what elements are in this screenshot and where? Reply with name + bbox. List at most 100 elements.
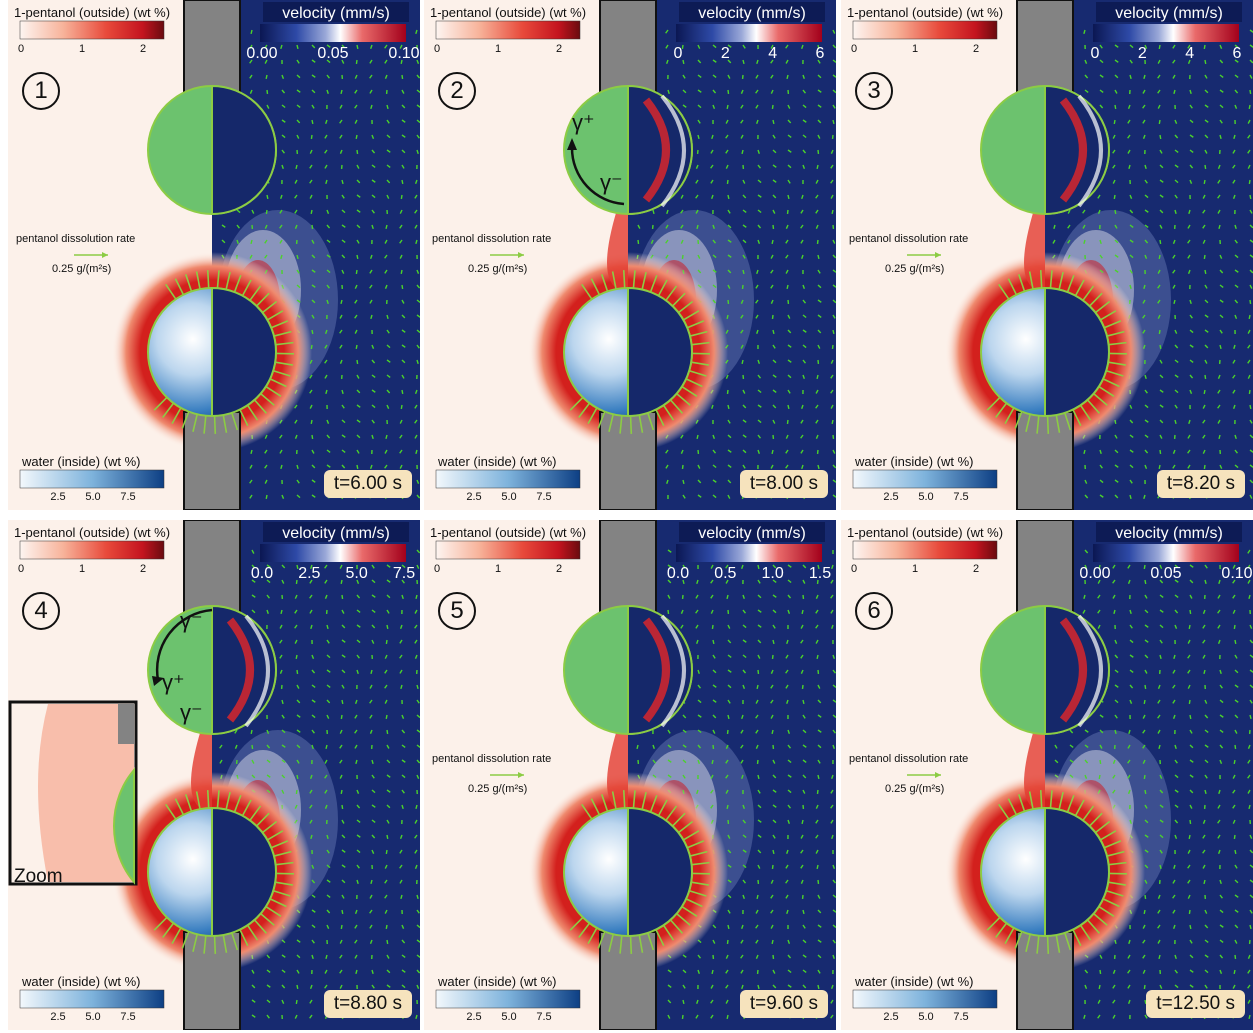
pentanol-plume bbox=[607, 200, 628, 290]
upper-wall bbox=[599, 0, 657, 97]
pentanol-colorbar-title: 1-pentanol (outside) (wt %) bbox=[14, 525, 170, 540]
water-colorbar bbox=[19, 469, 165, 489]
pentanol-tick: 1 bbox=[495, 43, 501, 55]
gamma-plus-label: γ⁺ bbox=[572, 110, 595, 135]
lower-wall bbox=[1016, 931, 1074, 1030]
water-tick: 2.5 bbox=[883, 491, 898, 503]
marangoni-band bbox=[660, 94, 686, 208]
rate-value: 0.25 g/(m²s) bbox=[468, 783, 527, 795]
velocity-colorbar bbox=[1093, 544, 1239, 562]
water-colorbar bbox=[435, 989, 581, 1009]
water-tick: 5.0 bbox=[85, 1011, 100, 1023]
rate-title: pentanol dissolution rate bbox=[849, 753, 968, 765]
velocity-tick: 0.00 bbox=[1079, 565, 1110, 582]
velocity-tick: 4 bbox=[768, 45, 777, 62]
upper-wall bbox=[1016, 520, 1074, 617]
velocity-tick: 6 bbox=[1233, 45, 1242, 62]
water-tick: 5.0 bbox=[918, 491, 933, 503]
upper-wall bbox=[599, 520, 657, 617]
water-colorbar bbox=[852, 469, 998, 489]
rate-value: 0.25 g/(m²s) bbox=[468, 263, 527, 275]
velocity-tick: 0.10 bbox=[388, 45, 419, 62]
time-label: t=6.00 s bbox=[323, 470, 412, 498]
velocity-tick: 5.0 bbox=[346, 565, 368, 582]
panel-1: 1-pentanol (outside) (wt %) 0 1 2 velocity (… bbox=[8, 0, 420, 510]
velocity-colorbar bbox=[260, 24, 406, 42]
pentanol-tick: 2 bbox=[140, 43, 146, 55]
velocity-colorbar-title: velocity (mm/s) bbox=[282, 525, 390, 542]
velocity-tick: 2 bbox=[721, 45, 730, 62]
upper-wall bbox=[1016, 0, 1074, 97]
lower-wall bbox=[1016, 411, 1074, 510]
velocity-tick: 2.5 bbox=[298, 565, 320, 582]
marangoni-band bbox=[226, 617, 254, 723]
velocity-colorbar-title: velocity (mm/s) bbox=[1115, 5, 1223, 22]
water-tick: 7.5 bbox=[953, 1011, 968, 1023]
lower-droplet-velocity-half bbox=[211, 806, 277, 938]
rate-title: pentanol dissolution rate bbox=[432, 233, 551, 245]
pentanol-colorbar bbox=[19, 20, 165, 40]
gamma-minus-label: γ⁻ bbox=[180, 700, 203, 725]
pentanol-colorbar bbox=[852, 540, 998, 560]
velocity-tick: 0.05 bbox=[317, 45, 348, 62]
marangoni-band bbox=[642, 617, 670, 723]
velocity-colorbar bbox=[260, 544, 406, 562]
panel-6: 1-pentanol (outside) (wt %) 0 1 2 velocity (… bbox=[841, 520, 1253, 1030]
pentanol-tick: 1 bbox=[79, 563, 85, 575]
rate-title: pentanol dissolution rate bbox=[432, 753, 551, 765]
water-tick: 5.0 bbox=[918, 1011, 933, 1023]
water-tick: 5.0 bbox=[501, 491, 516, 503]
panel-2: 1-pentanol (outside) (wt %) 0 1 2 velocity (… bbox=[424, 0, 836, 510]
panel-number-badge: 3 bbox=[855, 72, 893, 110]
velocity-tick: 0.0 bbox=[667, 565, 689, 582]
water-tick: 2.5 bbox=[50, 491, 65, 503]
dissolution-arrows bbox=[153, 790, 294, 954]
panel-plot: 1-pentanol (outside) (wt %) 0 1 2 velocity (… bbox=[424, 0, 836, 510]
lower-wall bbox=[599, 411, 657, 510]
water-colorbar bbox=[852, 989, 998, 1009]
lower-droplet-velocity-half bbox=[627, 806, 693, 938]
velocity-colorbar bbox=[1093, 24, 1239, 42]
velocity-tick: 0 bbox=[674, 45, 683, 62]
marangoni-band bbox=[660, 614, 686, 728]
zoom-label: Zoom bbox=[14, 866, 63, 887]
velocity-colorbar-title: velocity (mm/s) bbox=[282, 5, 390, 22]
water-tick: 7.5 bbox=[120, 1011, 135, 1023]
marangoni-band bbox=[1059, 97, 1087, 203]
water-tick: 2.5 bbox=[466, 1011, 481, 1023]
velocity-tick: 6 bbox=[816, 45, 825, 62]
panel-plot: 1-pentanol (outside) (wt %) 0 1 2 velocity (… bbox=[841, 520, 1253, 1030]
velocity-tick: 0.05 bbox=[1150, 565, 1181, 582]
velocity-tick: 1.5 bbox=[809, 565, 831, 582]
marangoni-band bbox=[642, 97, 670, 203]
pentanol-tick: 1 bbox=[912, 563, 918, 575]
gamma-minus-label: γ⁻ bbox=[180, 608, 203, 633]
pentanol-tick: 1 bbox=[912, 43, 918, 55]
dissolution-arrows bbox=[153, 270, 294, 434]
velocity-tick: 0.10 bbox=[1221, 565, 1252, 582]
velocity-tick: 0.0 bbox=[251, 565, 273, 582]
rate-value: 0.25 g/(m²s) bbox=[885, 263, 944, 275]
panel-plot: 1-pentanol (outside) (wt %) 0 1 2 velocity (… bbox=[841, 0, 1253, 510]
velocity-tick: 7.5 bbox=[393, 565, 415, 582]
lower-wall bbox=[599, 931, 657, 1030]
pentanol-tick: 2 bbox=[140, 563, 146, 575]
pentanol-tick: 0 bbox=[18, 563, 24, 575]
panel-number-badge: 2 bbox=[438, 72, 476, 110]
panel-4: 1-pentanol (outside) (wt %) 0 1 2 velocity (… bbox=[8, 520, 420, 1030]
pentanol-plume bbox=[607, 720, 628, 810]
water-colorbar-title: water (inside) (wt %) bbox=[437, 974, 556, 989]
water-tick: 7.5 bbox=[953, 491, 968, 503]
rate-value: 0.25 g/(m²s) bbox=[52, 263, 111, 275]
lower-droplet-velocity-half bbox=[211, 286, 277, 418]
pentanol-colorbar-title: 1-pentanol (outside) (wt %) bbox=[430, 525, 586, 540]
lower-droplet-velocity-half bbox=[1044, 286, 1110, 418]
marangoni-band bbox=[1077, 614, 1103, 728]
gamma-arrow bbox=[570, 147, 625, 206]
panel-plot: 1-pentanol (outside) (wt %) 0 1 2 velocity (… bbox=[8, 520, 420, 1030]
panel-number-badge: 5 bbox=[438, 592, 476, 630]
pentanol-tick: 0 bbox=[434, 563, 440, 575]
lower-droplet-velocity-half bbox=[1044, 806, 1110, 938]
water-tick: 2.5 bbox=[466, 491, 481, 503]
dissolution-arrows bbox=[986, 790, 1127, 954]
